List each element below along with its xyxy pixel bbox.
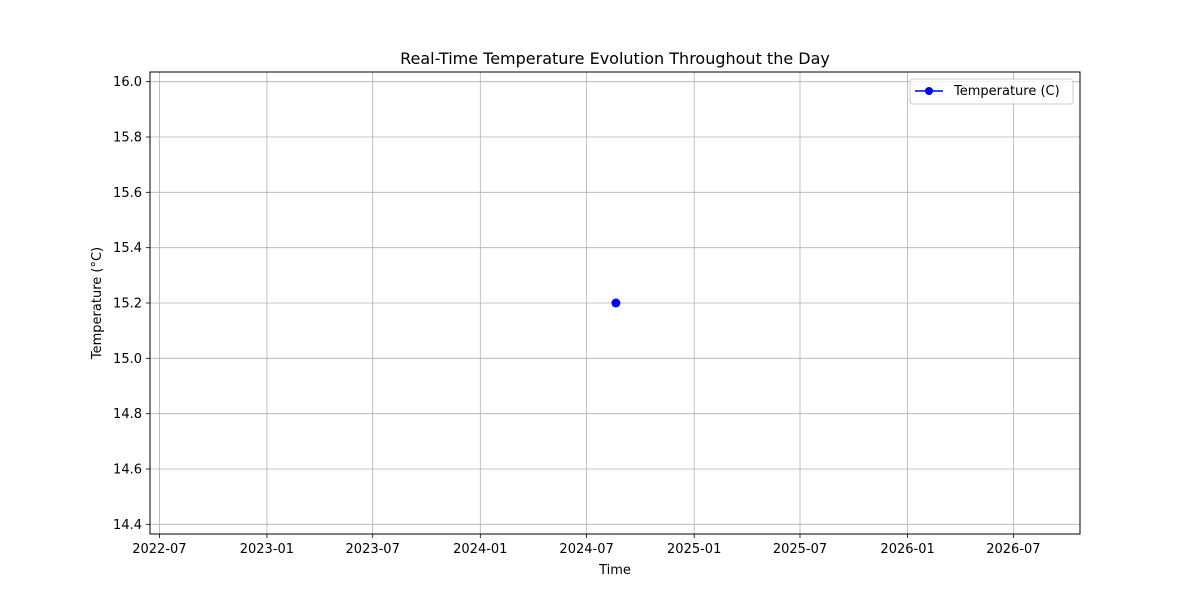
- legend-label-temperature: Temperature (C): [953, 84, 1060, 99]
- plot-frame: [149, 71, 1081, 535]
- x-tick-label: 2026-01: [880, 542, 934, 557]
- y-tick-label: 14.4: [113, 518, 142, 533]
- y-tick-label: 14.8: [113, 407, 142, 422]
- y-axis-label: Temperature (°C): [90, 247, 105, 360]
- data-series: [611, 298, 621, 308]
- x-tick-label: 2025-07: [773, 542, 827, 557]
- x-tick-label: 2023-07: [346, 542, 400, 557]
- y-tick-label: 16.0: [113, 75, 142, 90]
- y-tick-label: 14.6: [113, 463, 142, 478]
- chart-title: Real-Time Temperature Evolution Througho…: [400, 49, 830, 68]
- data-point: [611, 298, 621, 308]
- x-tick-label: 2022-07: [132, 542, 186, 557]
- y-tick-label: 15.6: [113, 186, 142, 201]
- x-tick-label: 2025-01: [667, 542, 721, 557]
- x-axis-ticks: 2022-07 2023-01 2023-07 2024-01 2024-07 2025-…: [132, 534, 1041, 557]
- x-tick-label: 2023-01: [240, 542, 294, 557]
- grid-lines: [150, 72, 1080, 534]
- y-tick-label: 15.4: [113, 241, 142, 256]
- x-tick-label: 2026-07: [986, 542, 1040, 557]
- x-tick-label: 2024-01: [453, 542, 507, 557]
- y-tick-label: 15.2: [113, 297, 142, 312]
- legend-marker-swatch: [925, 87, 933, 95]
- x-axis-label: Time: [598, 563, 631, 578]
- y-axis-ticks: 14.4 14.6 14.8 15.0 15.2 15.4 15.6 15.8 16.0: [113, 75, 150, 533]
- legend: Temperature (C): [909, 78, 1074, 105]
- y-tick-label: 15.0: [113, 352, 142, 367]
- legend-box: [909, 78, 1074, 105]
- y-tick-label: 15.8: [113, 131, 142, 146]
- x-tick-label: 2024-07: [559, 542, 613, 557]
